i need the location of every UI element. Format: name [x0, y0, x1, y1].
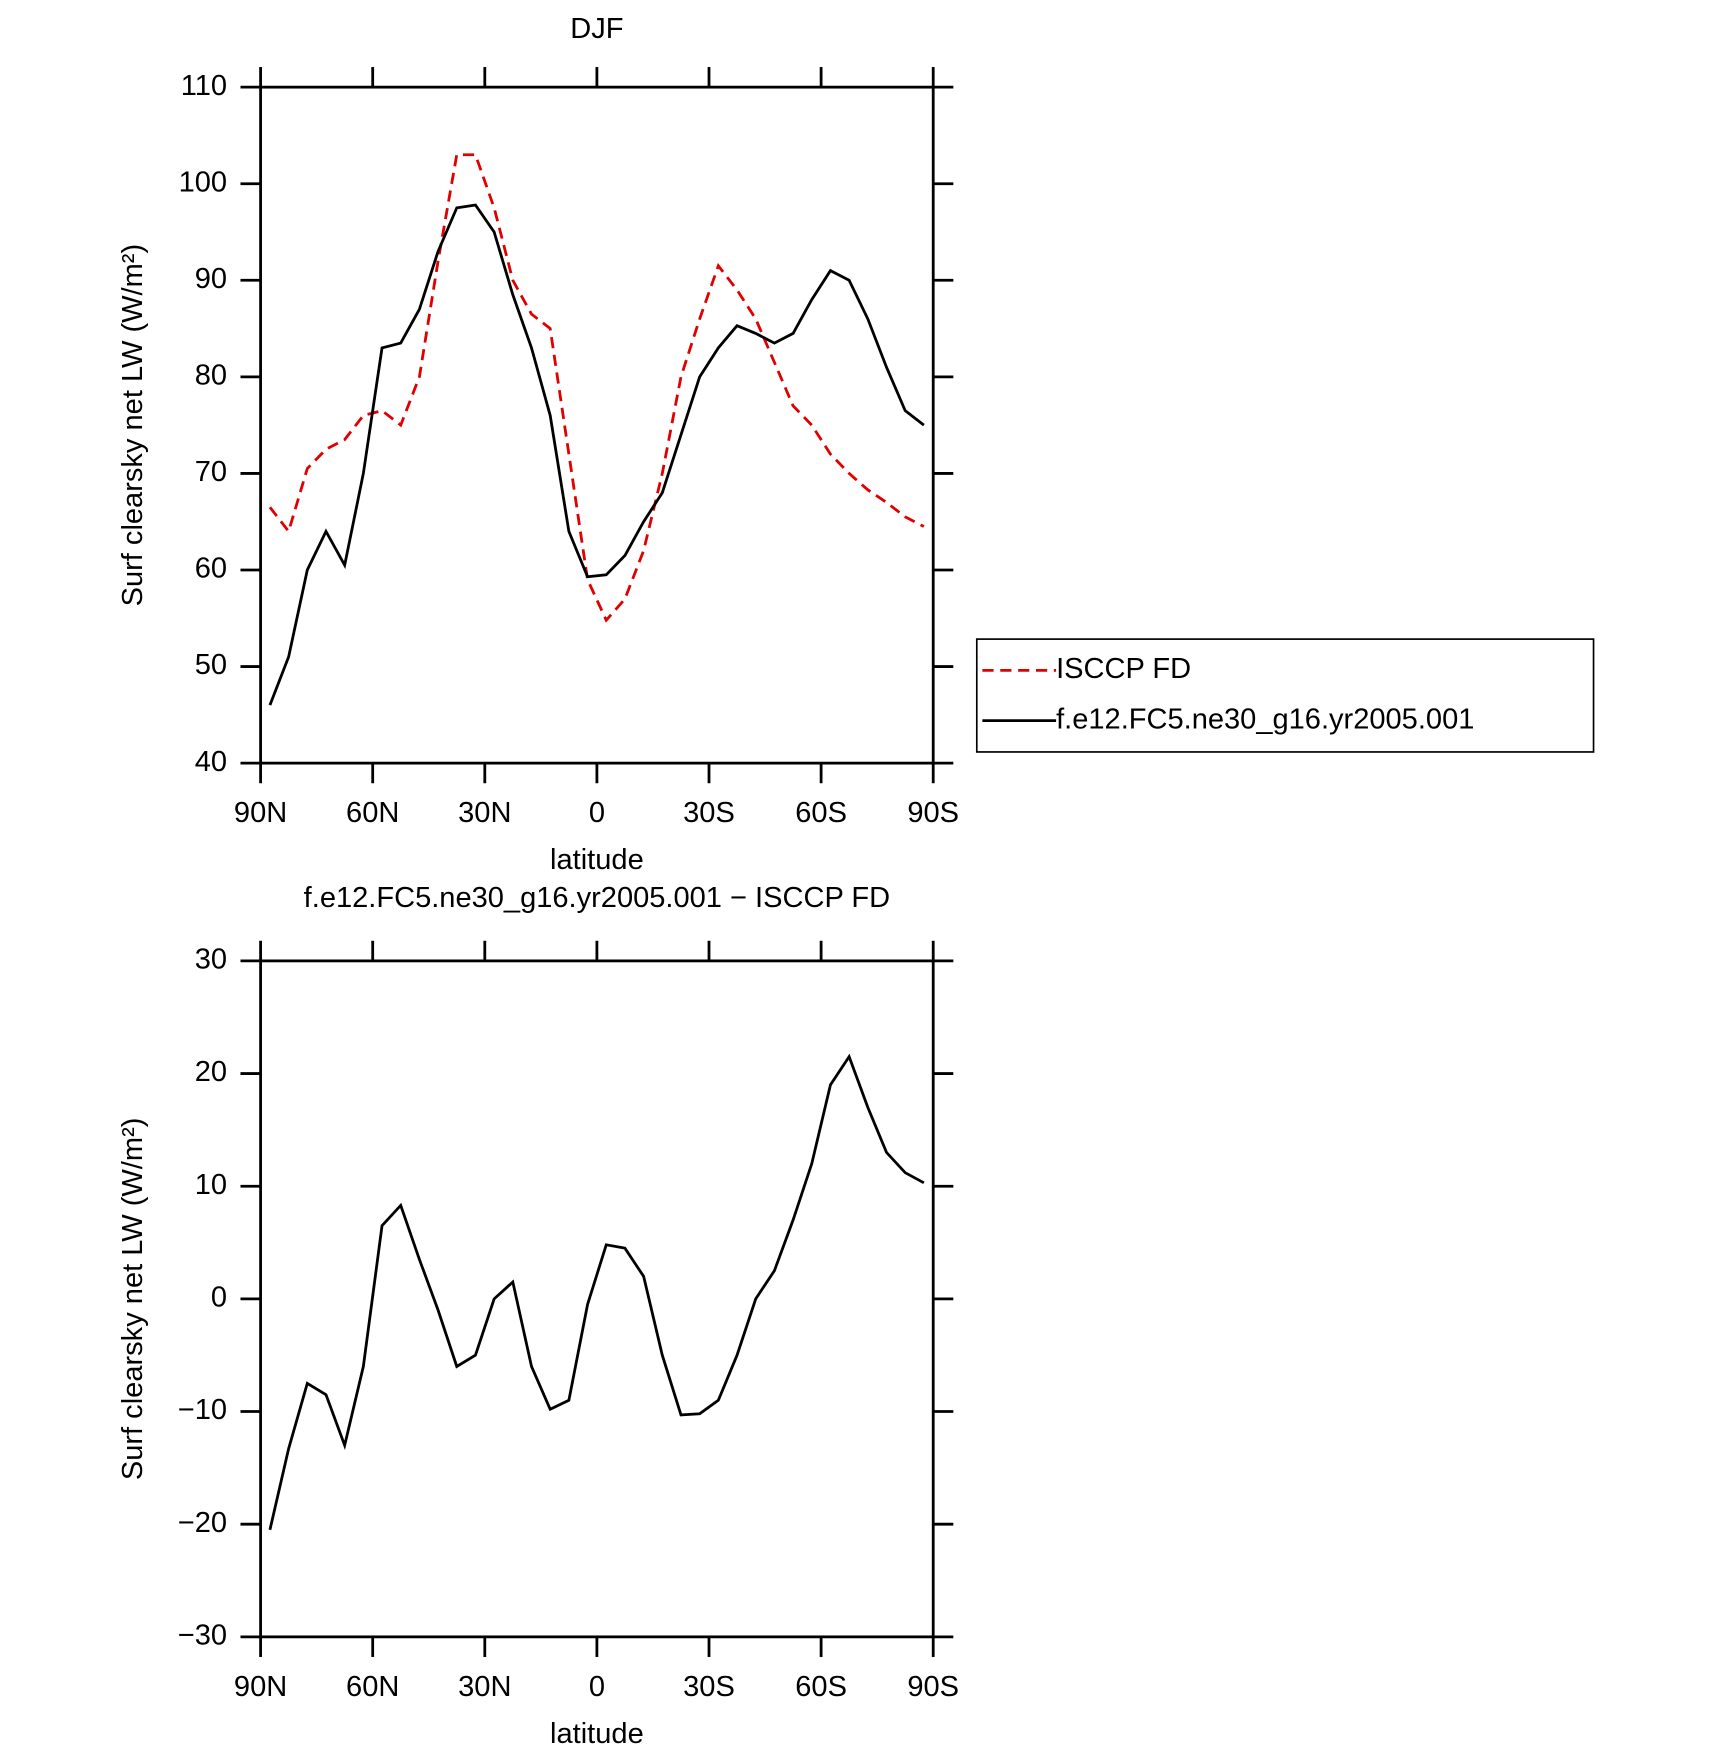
plot-frame [259, 85, 935, 765]
x-tick-label: 60S [795, 1671, 847, 1703]
y-tick-label: −10 [178, 1394, 227, 1426]
x-tick-label: 90N [234, 1671, 287, 1703]
y-tick-label: 70 [195, 456, 227, 488]
x-axis-label: latitude [550, 844, 644, 876]
chart-title: f.e12.FC5.ne30_g16.yr2005.001 − ISCCP FD [304, 882, 890, 914]
y-axis-label: Surf clearsky net LW (W/m²) [117, 244, 149, 607]
x-tick-label: 0 [589, 797, 605, 829]
x-tick-label: 30S [683, 797, 735, 829]
legend-label: f.e12.FC5.ne30_g16.yr2005.001 [1056, 703, 1474, 735]
y-tick-label: 110 [181, 70, 227, 102]
legend-label: ISCCP FD [1056, 653, 1191, 685]
y-tick-label: 60 [195, 553, 227, 585]
y-tick-label: 80 [195, 360, 227, 392]
x-tick-label: 90S [907, 797, 959, 829]
y-tick-label: 50 [195, 649, 227, 681]
y-tick-label: 0 [211, 1282, 227, 1314]
y-tick-label: −20 [178, 1507, 227, 1539]
x-tick-label: 60S [795, 797, 847, 829]
y-axis-label: Surf clearsky net LW (W/m²) [117, 1118, 149, 1481]
plot-frame [259, 959, 935, 1639]
x-axis-label: latitude [550, 1718, 644, 1750]
x-tick-label: 90N [234, 797, 287, 829]
x-tick-label: 0 [589, 1671, 605, 1703]
x-tick-label: 30S [683, 1671, 735, 1703]
x-tick-label: 60N [346, 1671, 399, 1703]
y-tick-label: 10 [195, 1169, 227, 1201]
x-tick-label: 30N [458, 1671, 511, 1703]
y-tick-label: 40 [195, 746, 227, 778]
line-series [268, 153, 925, 623]
y-tick-label: 90 [195, 263, 227, 295]
x-tick-label: 30N [458, 797, 511, 829]
y-tick-label: 30 [195, 944, 227, 976]
x-tick-label: 90S [907, 1671, 959, 1703]
x-tick-label: 60N [346, 797, 399, 829]
line-series [268, 203, 925, 706]
line-series [268, 1053, 925, 1531]
y-tick-label: 100 [179, 166, 227, 198]
y-tick-label: −30 [178, 1620, 227, 1652]
y-tick-label: 20 [195, 1056, 227, 1088]
legend-box [975, 638, 1595, 753]
chart-title: DJF [570, 13, 623, 45]
